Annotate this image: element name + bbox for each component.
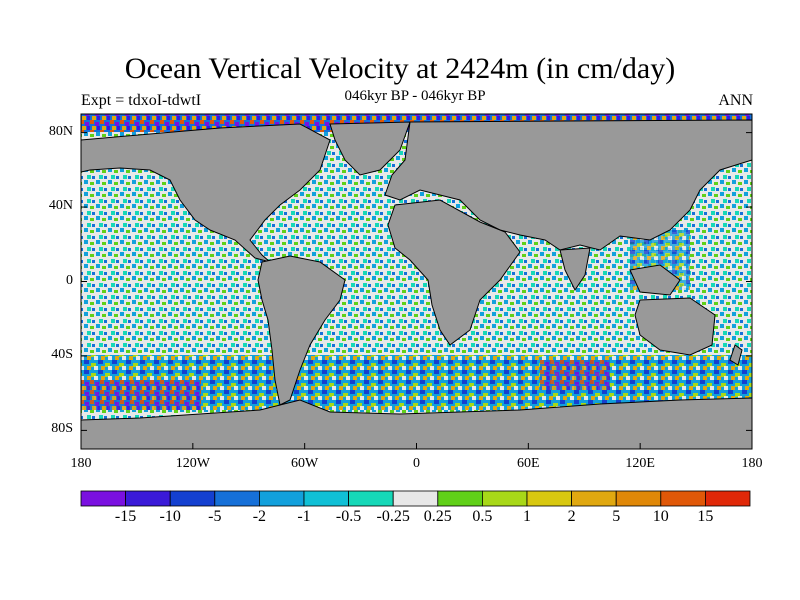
colorbar-label: -2 [252, 508, 267, 525]
lon-label: 180 [741, 456, 763, 471]
lon-label: 0 [413, 456, 420, 471]
lat-label: 40N [48, 198, 73, 214]
colorbar-swatch [481, 490, 528, 507]
lon-ticks [80, 443, 753, 449]
colorbar-label: -5 [208, 508, 222, 525]
lat-ticks [81, 132, 752, 431]
colorbar-label: -1 [297, 508, 311, 525]
colorbar-label: 1 [523, 508, 531, 525]
colorbar-label: 0.25 [423, 508, 452, 525]
colorbar-swatch [615, 490, 662, 507]
colorbar-swatch [169, 490, 216, 507]
experiment-label: Expt = tdxoI-tdwtI [81, 92, 202, 109]
colorbar-swatch [392, 490, 439, 507]
greenland [329, 121, 411, 176]
colorbar-swatch [571, 490, 617, 507]
season-label: ANN [718, 92, 753, 109]
colorbar-swatch [303, 490, 349, 507]
colorbar-swatch [705, 490, 751, 507]
colorbar-label: 15 [697, 508, 714, 525]
colorbar-swatch [214, 490, 260, 507]
colorbar-label: 2 [567, 508, 576, 525]
colorbar-swatch [258, 490, 305, 507]
eurasia [384, 119, 752, 251]
colorbar-label: 0.5 [472, 508, 493, 525]
colorbar-swatch [125, 490, 171, 507]
australia [634, 297, 716, 356]
lat-label: 0 [66, 272, 73, 288]
colorbar-label: -0.5 [335, 508, 362, 525]
south-america [257, 255, 346, 406]
se-asia-islands [629, 264, 681, 296]
colorbar-swatch [437, 490, 483, 507]
colorbar-swatch [80, 490, 126, 507]
colorbar-swatch [660, 490, 706, 507]
colorbar-label: 5 [612, 508, 621, 525]
lon-label: 120W [175, 456, 210, 471]
colorbar-swatch [348, 490, 394, 507]
new-zealand [729, 344, 743, 366]
lon-label: 60W [291, 456, 319, 471]
colorbar-swatch [526, 490, 572, 507]
lat-label: 80N [48, 123, 73, 139]
colorbar-label: -15 [114, 508, 137, 525]
lon-label: 180 [70, 456, 92, 471]
colorbar [80, 490, 751, 507]
map-title: Ocean Vertical Velocity at 2424m (in cm/… [124, 52, 676, 85]
india [559, 247, 591, 291]
antarctica [81, 397, 752, 449]
lon-label: 120E [625, 456, 655, 471]
colorbar-label: -0.25 [376, 508, 410, 525]
lat-label: 40S [51, 346, 73, 362]
map-subtitle: 046kyr BP - 046kyr BP [344, 88, 486, 104]
colorbar-label: 10 [652, 508, 669, 525]
africa [387, 199, 521, 346]
colorbar-label: -10 [159, 508, 181, 525]
lon-label: 60E [517, 456, 540, 471]
lat-label: 80S [51, 421, 73, 437]
